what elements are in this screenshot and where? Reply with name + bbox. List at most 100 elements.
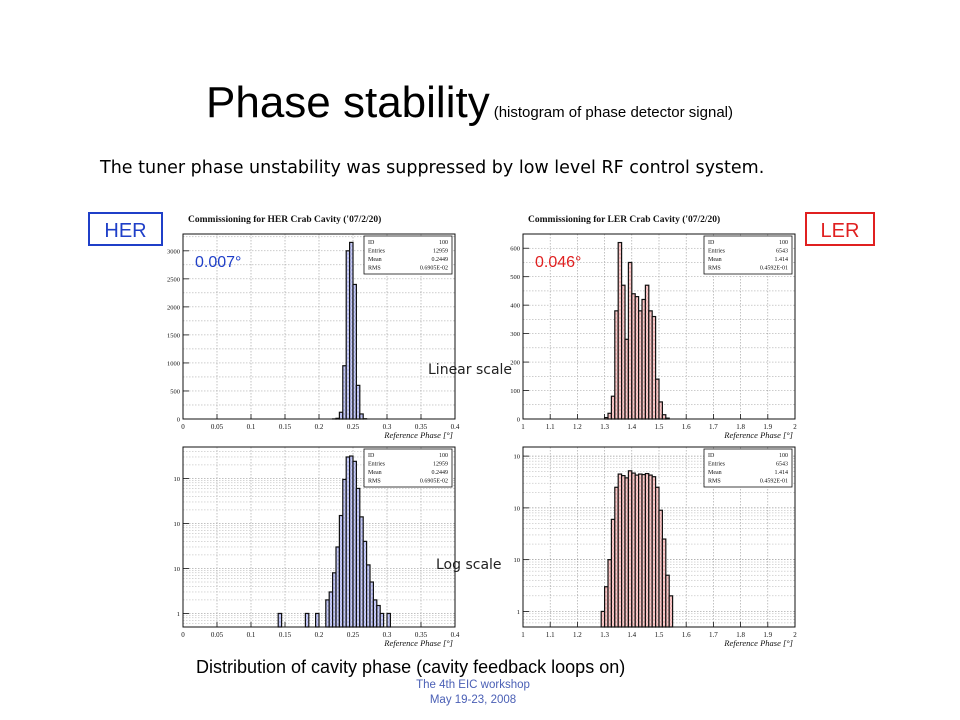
- y-tick-label: 100: [510, 388, 520, 395]
- y-tick-label: 10: [514, 505, 521, 512]
- stats-key: RMS: [708, 266, 721, 272]
- stats-key: Entries: [368, 462, 386, 468]
- x-tick-label: 0.35: [415, 631, 428, 639]
- stats-value: 0.6905E-02: [420, 266, 448, 272]
- stats-value: 12959: [433, 249, 448, 255]
- stats-value: 0.4592E-01: [760, 266, 788, 272]
- stats-value: 6543: [776, 462, 788, 468]
- stats-box: [363, 448, 453, 488]
- x-tick-label: 1.2: [573, 423, 582, 431]
- histogram-bar: [304, 612, 310, 628]
- y-tick-label: 10: [174, 476, 181, 483]
- x-tick-label: 1.3: [600, 631, 609, 639]
- stats-key: ID: [368, 453, 375, 459]
- x-tick-label: 0.2: [315, 631, 324, 639]
- x-tick-label: 1.6: [682, 423, 691, 431]
- histogram-bar: [379, 612, 385, 628]
- x-tick-label: 2: [793, 631, 797, 639]
- stats-key: Entries: [708, 249, 726, 255]
- stats-value: 100: [439, 240, 448, 246]
- stats-key: Entries: [708, 462, 726, 468]
- x-tick-label: 1: [521, 631, 525, 639]
- x-tick-label: 1.8: [736, 631, 745, 639]
- stats-value: 0.2449: [432, 470, 449, 476]
- x-tick-label: 1: [521, 423, 525, 431]
- y-tick-label: 500: [170, 388, 180, 395]
- y-tick-label: 600: [510, 246, 520, 253]
- y-tick-label: 1: [517, 609, 520, 616]
- x-tick-label: 0.3: [383, 631, 392, 639]
- log-scale-label: Log scale: [436, 557, 502, 573]
- y-tick-label: 2000: [167, 304, 180, 311]
- rms-annotation: 0.046°: [535, 254, 581, 271]
- chart-ler-log: 1 1.1 1.2 1.3 1.4 1.5 1.6 1.7 1.8 1.9 2 1 10 10 10 Refe…: [514, 446, 797, 648]
- x-tick-label: 0: [181, 631, 185, 639]
- x-tick-label: 1.9: [763, 423, 772, 431]
- ler-tag: LER: [805, 212, 875, 246]
- y-tick-label: 200: [510, 360, 520, 367]
- title-main: Phase stability: [206, 78, 490, 127]
- slide-title: Phase stability (histogram of phase detec…: [206, 78, 733, 128]
- rms-annotation: 0.007°: [195, 254, 241, 271]
- y-tick-label: 2500: [167, 276, 180, 283]
- x-tick-label: 0.4: [451, 631, 460, 639]
- chart-ler-linear: 1 1.1 1.2 1.3 1.4 1.5 1.6 1.7 1.8 1.9 2 0 100 200 300 4…: [510, 214, 797, 440]
- y-tick-label: 1500: [167, 332, 180, 339]
- slide-subtitle: The tuner phase unstability was suppress…: [100, 158, 765, 178]
- y-tick-label: 0: [517, 417, 520, 424]
- x-tick-label: 1.8: [736, 423, 745, 431]
- title-note: (histogram of phase detector signal): [493, 104, 733, 121]
- x-tick-label: 0.05: [211, 423, 224, 431]
- y-tick-label: 500: [510, 274, 520, 281]
- her-tag: HER: [88, 212, 163, 246]
- y-tick-label: 10: [174, 566, 181, 573]
- x-tick-label: 0.15: [279, 423, 292, 431]
- y-tick-label: 10: [174, 521, 181, 528]
- y-tick-label: 10: [514, 557, 521, 564]
- stats-value: 100: [779, 240, 788, 246]
- x-tick-label: 0.35: [415, 423, 428, 431]
- y-tick-label: 1000: [167, 360, 180, 367]
- y-tick-label: 300: [510, 331, 520, 338]
- y-tick-label: 10: [514, 454, 521, 461]
- x-tick-label: 1.2: [573, 631, 582, 639]
- chart-title: Commissioning for HER Crab Cavity ('07/2…: [188, 214, 381, 225]
- stats-value: 0.6905E-02: [420, 479, 448, 485]
- x-tick-label: 0.2: [315, 423, 324, 431]
- chart-title: Commissioning for LER Crab Cavity ('07/2…: [528, 214, 720, 225]
- y-tick-label: 400: [510, 303, 520, 310]
- x-tick-label: 0.25: [347, 631, 360, 639]
- x-tick-label: 0.1: [247, 631, 256, 639]
- x-tick-label: 1.3: [600, 423, 609, 431]
- y-tick-label: 0: [177, 417, 180, 424]
- chart-her-log: 0 0.05 0.1 0.15 0.2 0.25 0.3 0.35 0.4 1 10 10 10 Refe…: [174, 446, 460, 648]
- x-tick-label: 1.1: [546, 631, 555, 639]
- x-tick-label: 1.6: [682, 631, 691, 639]
- footer-date: May 19-23, 2008: [429, 694, 517, 706]
- stats-value: 1.414: [775, 257, 789, 263]
- y-tick-label: 1: [177, 611, 180, 618]
- x-tick-label: 0.4: [451, 423, 460, 431]
- stats-value: 1.414: [775, 470, 789, 476]
- stats-key: Mean: [708, 470, 722, 476]
- x-tick-label: 1.7: [709, 631, 718, 639]
- slide-caption: Distribution of cavity phase (cavity fee…: [196, 657, 626, 677]
- x-axis-label: Reference Phase [°]: [723, 430, 793, 440]
- x-tick-label: 0.05: [211, 631, 224, 639]
- chart-her-linear: 0 0.05 0.1 0.15 0.2 0.25 0.3 0.35 0.4 0 500 1000 150…: [167, 214, 460, 440]
- stats-box: [703, 235, 793, 275]
- stats-box: [703, 448, 793, 488]
- x-tick-label: 0.3: [383, 423, 392, 431]
- x-tick-label: 1.1: [546, 423, 555, 431]
- stats-box: [363, 235, 453, 275]
- x-tick-label: 1.5: [655, 631, 664, 639]
- x-axis-label: Reference Phase [°]: [383, 430, 453, 440]
- stats-key: RMS: [368, 479, 381, 485]
- stats-value: 12959: [433, 462, 448, 468]
- stats-value: 100: [439, 453, 448, 459]
- stats-key: ID: [708, 453, 715, 459]
- histogram-bar: [277, 612, 283, 628]
- linear-scale-label: Linear scale: [428, 362, 513, 378]
- x-tick-label: 2: [793, 423, 797, 431]
